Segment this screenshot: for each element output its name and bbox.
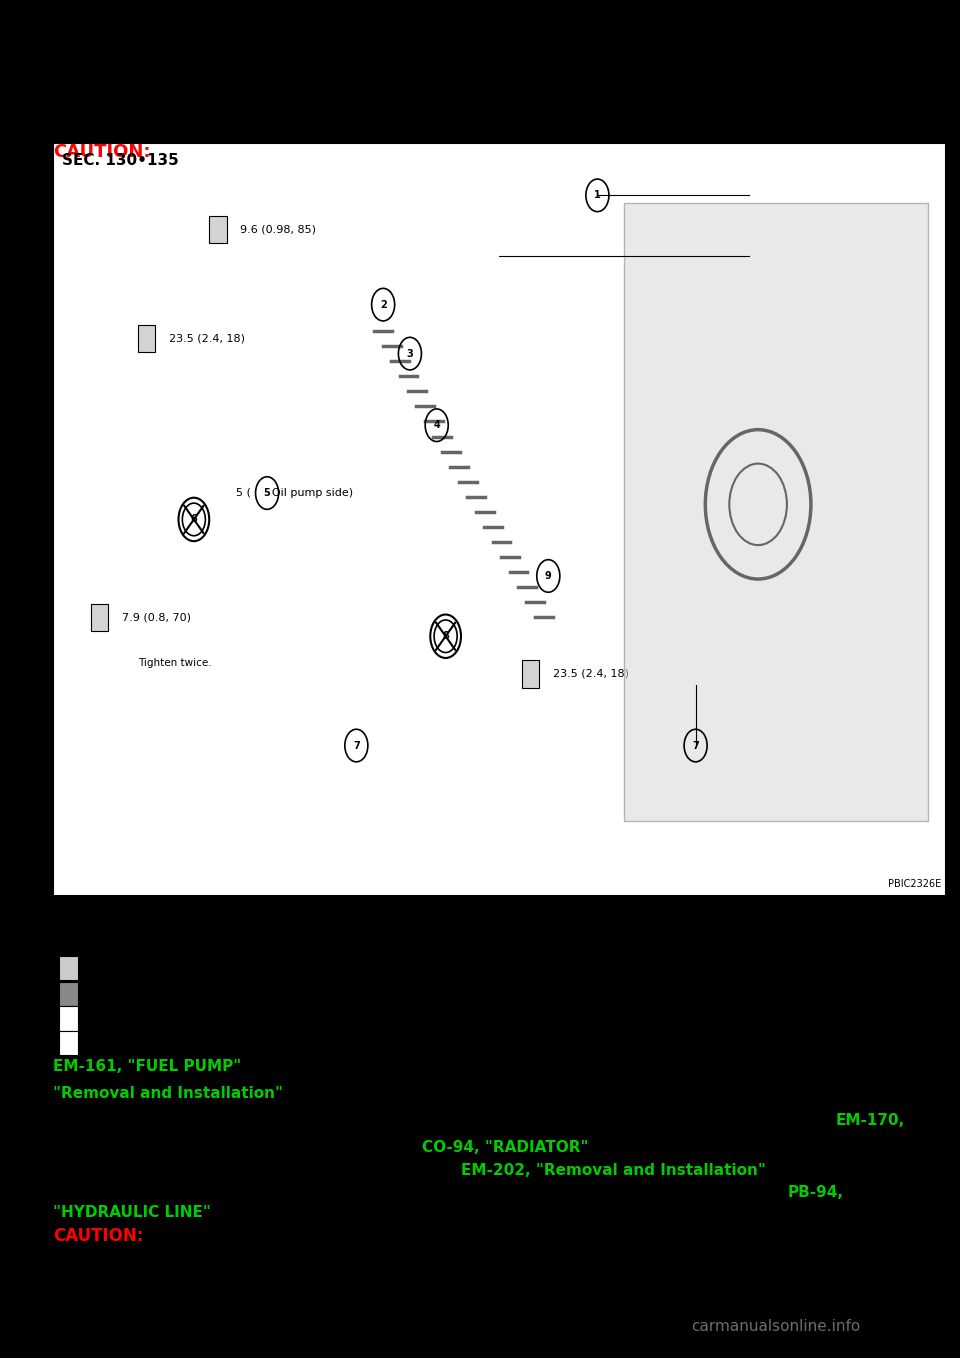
Text: 1: 1 <box>594 190 601 201</box>
Bar <box>138 325 156 352</box>
Text: "Removal and Installation": "Removal and Installation" <box>53 1085 283 1101</box>
Text: 9: 9 <box>545 570 552 581</box>
Text: CO-94, "RADIATOR": CO-94, "RADIATOR" <box>422 1139 588 1156</box>
Text: 9.6 (0.98, 85): 9.6 (0.98, 85) <box>240 224 316 235</box>
Text: CAUTION:: CAUTION: <box>53 143 151 160</box>
Text: EM-161, "FUEL PUMP": EM-161, "FUEL PUMP" <box>53 1058 241 1074</box>
Bar <box>59 956 78 980</box>
Text: : Always replace after: : Always replace after <box>84 917 213 930</box>
Text: 7: 7 <box>692 740 699 751</box>
Text: CAUTION:: CAUTION: <box>53 1226 143 1245</box>
FancyBboxPatch shape <box>53 143 946 896</box>
Text: 2: 2 <box>380 300 387 310</box>
Text: "HYDRAULIC LINE": "HYDRAULIC LINE" <box>53 1205 210 1221</box>
Text: 5 (      Oil pump side): 5 ( Oil pump side) <box>236 488 353 498</box>
Text: EM-170,: EM-170, <box>835 1112 904 1128</box>
Bar <box>209 216 227 243</box>
Text: : Lubricate with new engine oil.: : Lubricate with new engine oil. <box>84 961 270 975</box>
Text: EM-202, "Removal and Installation": EM-202, "Removal and Installation" <box>461 1162 766 1179</box>
Text: : Apply Genuine Liquid Gasket or equivalent.: : Apply Genuine Liquid Gasket or equival… <box>84 987 349 1001</box>
Text: : N•m  (kg·m,  in·lb): : N•m (kg·m, in·lb) <box>84 1036 203 1050</box>
Bar <box>624 202 927 820</box>
Text: 6: 6 <box>190 515 197 524</box>
Text: 5: 5 <box>264 488 271 498</box>
Text: 3: 3 <box>406 349 414 359</box>
Text: PBIC2326E: PBIC2326E <box>888 880 941 889</box>
Text: 7: 7 <box>353 740 360 751</box>
Text: Tighten twice.: Tighten twice. <box>137 657 211 668</box>
Text: PB-94,: PB-94, <box>787 1184 843 1200</box>
Text: : N•m  (kg·m,  ft·lb): : N•m (kg·m, ft·lb) <box>84 1012 201 1025</box>
Bar <box>59 1031 78 1055</box>
Text: 4: 4 <box>433 420 440 430</box>
Text: SEC. 130•135: SEC. 130•135 <box>62 153 180 168</box>
Text: carmanualsonline.info: carmanualsonline.info <box>691 1319 860 1334</box>
Text: every disassembly.: every disassembly. <box>84 940 204 953</box>
Text: 7.9 (0.8, 70): 7.9 (0.8, 70) <box>123 612 191 622</box>
Text: 23.5 (2.4, 18): 23.5 (2.4, 18) <box>169 334 245 344</box>
Bar <box>59 982 78 1006</box>
Text: 23.5 (2.4, 18): 23.5 (2.4, 18) <box>553 669 629 679</box>
Text: 8: 8 <box>443 631 449 641</box>
Bar <box>59 1006 78 1031</box>
Bar <box>90 604 108 631</box>
Bar <box>522 660 540 687</box>
